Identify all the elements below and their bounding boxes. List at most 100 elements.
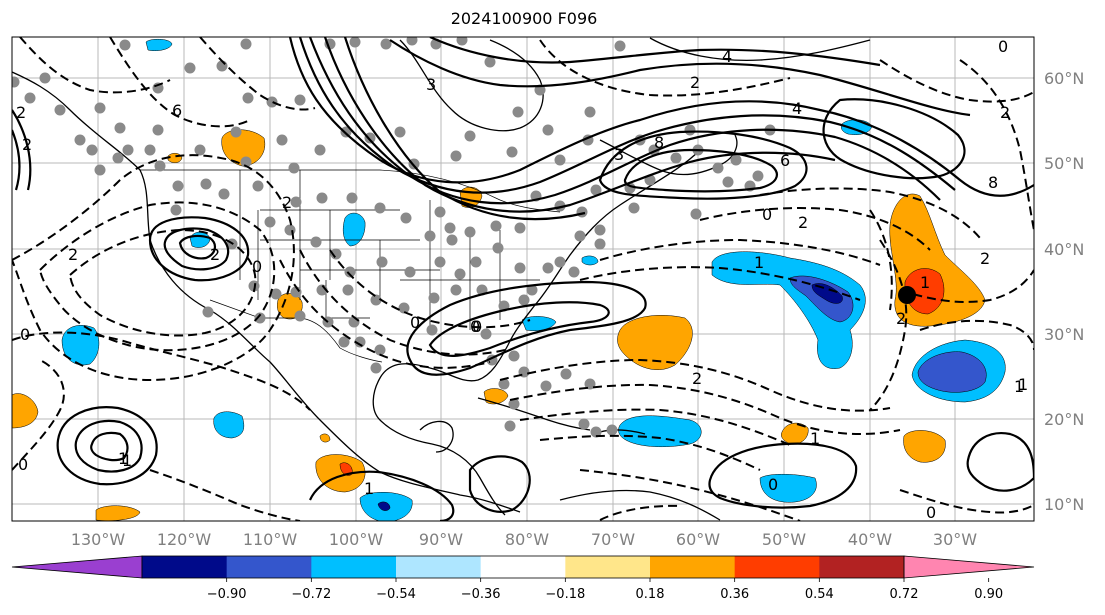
station-dot bbox=[24, 92, 36, 104]
solid-contour-labrador-2 bbox=[623, 148, 778, 193]
station-dot bbox=[426, 324, 438, 336]
station-dot bbox=[484, 56, 496, 68]
station-dot bbox=[514, 262, 526, 274]
station-dot bbox=[508, 398, 520, 410]
colorbar-tick-label: 0.90 bbox=[974, 587, 1003, 602]
station-dot bbox=[398, 302, 410, 314]
station-dot bbox=[152, 124, 164, 136]
longitude-label: 60°W bbox=[676, 530, 720, 549]
dashed-contour-22 bbox=[879, 59, 1034, 103]
latitude-label: 60°N bbox=[1044, 69, 1084, 88]
contour-label: 1 bbox=[364, 479, 374, 498]
contour-label: 2 bbox=[692, 369, 702, 388]
solid-contour-high-pacific bbox=[56, 406, 158, 486]
station-dot bbox=[404, 266, 416, 278]
station-dot bbox=[122, 144, 134, 156]
colorbar-segment bbox=[565, 556, 651, 578]
station-dot bbox=[374, 202, 386, 214]
contour-label: 8 bbox=[654, 133, 664, 152]
station-dot bbox=[400, 212, 412, 224]
solid-contour-jet-6 bbox=[389, 39, 971, 117]
station-dot bbox=[374, 344, 386, 356]
station-dot bbox=[542, 124, 554, 136]
contour-label: 6 bbox=[172, 101, 182, 120]
contour-label: 2 bbox=[68, 245, 78, 264]
longitude-label: 30°W bbox=[933, 530, 977, 549]
station-dot bbox=[554, 256, 566, 268]
contour-label: 1 bbox=[810, 429, 820, 448]
colorbar: −0.90 −0.72 −0.54 −0.36 −0.18 0.18 0.36 0.54 0.7… bbox=[11, 555, 1035, 602]
station-dot bbox=[584, 378, 596, 390]
contour-label: 0 bbox=[472, 317, 482, 336]
station-dot bbox=[722, 176, 734, 188]
solid-contour-north-atlantic-high bbox=[822, 98, 966, 180]
latitude-labels: 60°N 50°N 40°N 30°N 20°N 10°N bbox=[1044, 69, 1084, 514]
negative-anomaly-atlantic-east-core bbox=[917, 351, 987, 393]
negative-anomaly-tropical bbox=[759, 474, 817, 503]
contour-label: 2 bbox=[1000, 103, 1010, 122]
station-dot bbox=[349, 37, 361, 48]
station-dot bbox=[184, 62, 196, 74]
positive-anomaly-small-ne bbox=[319, 433, 331, 443]
longitude-label: 90°W bbox=[419, 530, 463, 549]
station-dot bbox=[480, 328, 492, 340]
station-dot bbox=[752, 170, 764, 182]
dashed-contour-13 bbox=[599, 238, 881, 266]
station-dot bbox=[450, 150, 462, 162]
station-dot bbox=[446, 234, 458, 246]
dashed-contour-7 bbox=[299, 249, 506, 356]
solid-contour-nw-pacific bbox=[12, 109, 32, 191]
station-dot bbox=[276, 134, 288, 146]
contour-label: 0 bbox=[410, 313, 420, 332]
dashed-contour-3 bbox=[69, 228, 257, 337]
dashed-contour-17 bbox=[899, 269, 1034, 303]
station-dot bbox=[370, 294, 382, 306]
dashed-contour-28 bbox=[579, 469, 801, 521]
colorbar-segment bbox=[819, 556, 905, 578]
negative-anomaly-atlantic-north-deep bbox=[811, 283, 843, 304]
contour-label: 1 bbox=[754, 253, 764, 272]
colorbar-segment bbox=[650, 556, 736, 578]
negative-anomaly-atlantic-north-core bbox=[789, 275, 854, 323]
station-dot bbox=[434, 256, 446, 268]
station-dot bbox=[370, 362, 382, 374]
station-dot bbox=[434, 206, 446, 218]
longitude-label: 70°W bbox=[591, 530, 635, 549]
latitude-label: 50°N bbox=[1044, 154, 1084, 173]
station-dot bbox=[240, 156, 252, 168]
solid-contour-jet-4 bbox=[323, 37, 836, 213]
station-dot bbox=[86, 144, 98, 156]
station-dot bbox=[346, 192, 358, 204]
state-lines bbox=[239, 170, 540, 330]
solid-contour-honduras bbox=[468, 455, 531, 513]
station-dot bbox=[264, 216, 276, 228]
colorbar-segment bbox=[226, 556, 312, 578]
station-dots bbox=[12, 37, 776, 438]
contour-label: 0 bbox=[768, 475, 778, 494]
positive-anomaly-mid-atlantic bbox=[617, 315, 693, 370]
station-dot bbox=[684, 124, 696, 136]
contour-label: 1 bbox=[920, 273, 930, 292]
negative-anomaly-small-3 bbox=[521, 316, 557, 331]
contour-label: 3 bbox=[426, 75, 436, 94]
dashed-contour-25 bbox=[109, 37, 251, 128]
dashed-contour-6 bbox=[279, 259, 491, 369]
station-dot bbox=[450, 284, 462, 296]
colorbar-segment bbox=[311, 556, 397, 578]
solid-contour-low-west-2 bbox=[163, 227, 230, 271]
negative-anomaly-mexico-coast bbox=[213, 411, 245, 439]
coastlines bbox=[12, 37, 871, 521]
dashed-contour-14 bbox=[579, 266, 861, 301]
dashed-contour-9 bbox=[499, 358, 891, 412]
map-background bbox=[12, 37, 1034, 521]
positive-anomaly-gulf bbox=[483, 388, 509, 405]
solid-contours bbox=[12, 37, 1034, 521]
longitude-label: 50°W bbox=[762, 530, 806, 549]
solid-contour-high-pacific-2 bbox=[74, 419, 143, 473]
dashed-contour-23 bbox=[539, 39, 791, 97]
station-dot bbox=[508, 350, 520, 362]
colorbar-tick-label: 0.36 bbox=[720, 587, 749, 602]
latitude-label: 20°N bbox=[1044, 410, 1084, 429]
contour-label: 2 bbox=[896, 309, 906, 328]
